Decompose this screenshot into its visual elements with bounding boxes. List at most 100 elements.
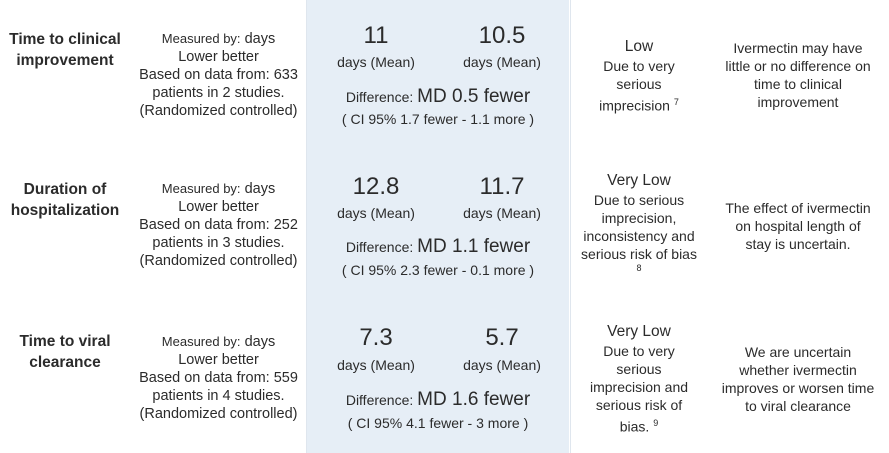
intervention-unit: days (Mean) [463,357,541,373]
confidence-interval: ( CI 95% 1.7 fewer - 1.1 more ) [341,111,535,127]
outcome-row: Time to viral clearance Measured by: day… [0,302,889,453]
comparator-value: 7.3 [359,324,393,351]
intervention-unit: days (Mean) [463,205,541,221]
based-on-line: patients in 4 studies. [152,388,285,404]
outcome-name-line: Duration of [23,181,107,198]
direction-note: Lower better [178,49,259,65]
summary-line: improves or worsen time [721,380,875,396]
outcome-name: Time to clinical improvement [0,29,130,71]
outcome-name-line: improvement [16,52,114,69]
footnote-marker[interactable]: 8 [636,263,642,273]
certainty-reason-text: imprecision [599,97,670,114]
confidence-interval: ( CI 95% 2.3 fewer - 0.1 more ) [341,262,535,278]
based-on-line: patients in 2 studies. [152,85,285,101]
column-divider [570,0,571,453]
certainty-reason-line: serious risk of bias [581,246,697,262]
outcome-row: Duration of hospitalization Measured by:… [0,151,889,302]
outcome-name-line: Time to viral [19,333,111,350]
summary-line: The effect of ivermectin [725,200,871,216]
difference-value: MD 1.6 fewer [417,389,531,410]
certainty-reason-line: imprecision 7 [572,93,706,115]
summary-line: whether ivermectin [739,362,857,378]
difference: Difference: MD 1.6 fewer [307,389,569,411]
measurement-info: Measured by: days Lower better Based on … [130,180,307,270]
measured-by-value: days [244,181,276,197]
direction-note: Lower better [178,352,259,368]
certainty-reason-line: bias. 9 [572,414,706,436]
certainty-reason-text: bias. [619,418,650,435]
difference-label: Difference: [345,392,414,408]
difference-label: Difference: [345,239,414,255]
summary-line: improvement [757,94,839,110]
summary-line: stay is uncertain. [745,236,851,252]
direction-note: Lower better [178,199,259,215]
certainty-reason-line: Due to serious [593,192,685,208]
measured-by: Measured by: days [130,333,307,351]
outcome-name: Time to viral clearance [0,331,130,373]
column-divider [306,0,307,453]
measurement-info: Measured by: days Lower better Based on … [130,333,307,423]
summary-line: on hospital length of [735,218,861,234]
certainty-reason-line: imprecision and [589,379,689,395]
outcome-row: Time to clinical improvement Measured by… [0,0,889,151]
certainty-reason-line: Due to very [603,58,675,74]
difference: Difference: MD 1.1 fewer [307,236,569,258]
measured-by: Measured by: days [130,30,307,48]
intervention-value: 5.7 [485,324,519,351]
comparator-unit: days (Mean) [337,54,415,70]
measured-by-label: Measured by: [161,31,241,46]
summary-line: little or no difference on [725,58,871,74]
outcome-name-line: hospitalization [10,202,120,219]
plain-language-summary: Ivermectin may have little or no differe… [708,39,888,111]
measured-by-value: days [244,334,276,350]
outcome-name-line: clearance [29,354,101,371]
measurement-info: Measured by: days Lower better Based on … [130,30,307,120]
based-on-line: Based on data from: 633 [139,67,298,83]
measured-by-label: Measured by: [161,334,241,349]
based-on-line: (Randomized controlled) [139,406,298,422]
certainty: Low Due to very serious imprecision 7 [572,37,706,115]
intervention-value: 11.7 [479,173,525,200]
certainty-reason-line: serious [616,76,662,92]
based-on-line: patients in 3 studies. [152,235,285,251]
based-on-line: Based on data from: 559 [139,370,298,386]
certainty-level: Low [624,38,654,55]
measured-by: Measured by: days [130,180,307,198]
effect-column-background [307,0,569,453]
summary-line: Ivermectin may have [733,40,863,56]
certainty-reason-line: imprecision, [601,210,677,226]
certainty-reason-line: serious [616,361,662,377]
certainty-level: Very Low [607,172,671,189]
comparator-unit: days (Mean) [337,357,415,373]
difference-value: MD 1.1 fewer [417,236,531,257]
outcome-name: Duration of hospitalization [0,179,130,221]
measured-by-label: Measured by: [161,181,241,196]
summary-line: to viral clearance [745,398,851,414]
intervention-value: 10.5 [478,22,526,49]
plain-language-summary: The effect of ivermectin on hospital len… [708,199,888,253]
certainty-reason-line: Due to very [603,343,675,359]
intervention-unit: days (Mean) [463,54,541,70]
footnote-marker[interactable]: 9 [653,418,659,428]
certainty-reason-line: serious risk of [595,397,683,413]
difference-value: MD 0.5 fewer [417,86,531,107]
comparator-unit: days (Mean) [337,205,415,221]
certainty-reason-line: inconsistency and [583,228,695,244]
difference: Difference: MD 0.5 fewer [307,86,569,108]
based-on-line: (Randomized controlled) [139,253,298,269]
confidence-interval: ( CI 95% 4.1 fewer - 3 more ) [347,415,529,431]
plain-language-summary: We are uncertain whether ivermectin impr… [708,343,888,415]
based-on-line: Based on data from: 252 [139,217,298,233]
footnote-marker[interactable]: 7 [673,97,679,107]
difference-label: Difference: [345,89,414,105]
summary-line: time to clinical [754,76,842,92]
based-on-line: (Randomized controlled) [139,103,298,119]
measured-by-value: days [244,31,276,47]
certainty: Very Low Due to very serious imprecision… [572,322,706,436]
outcome-name-line: Time to clinical [9,31,121,48]
certainty: Very Low Due to serious imprecision, inc… [572,171,706,274]
comparator-value: 12.8 [352,173,400,200]
summary-line: We are uncertain [744,344,852,360]
certainty-level: Very Low [607,323,671,340]
comparator-value: 11 [363,22,389,49]
